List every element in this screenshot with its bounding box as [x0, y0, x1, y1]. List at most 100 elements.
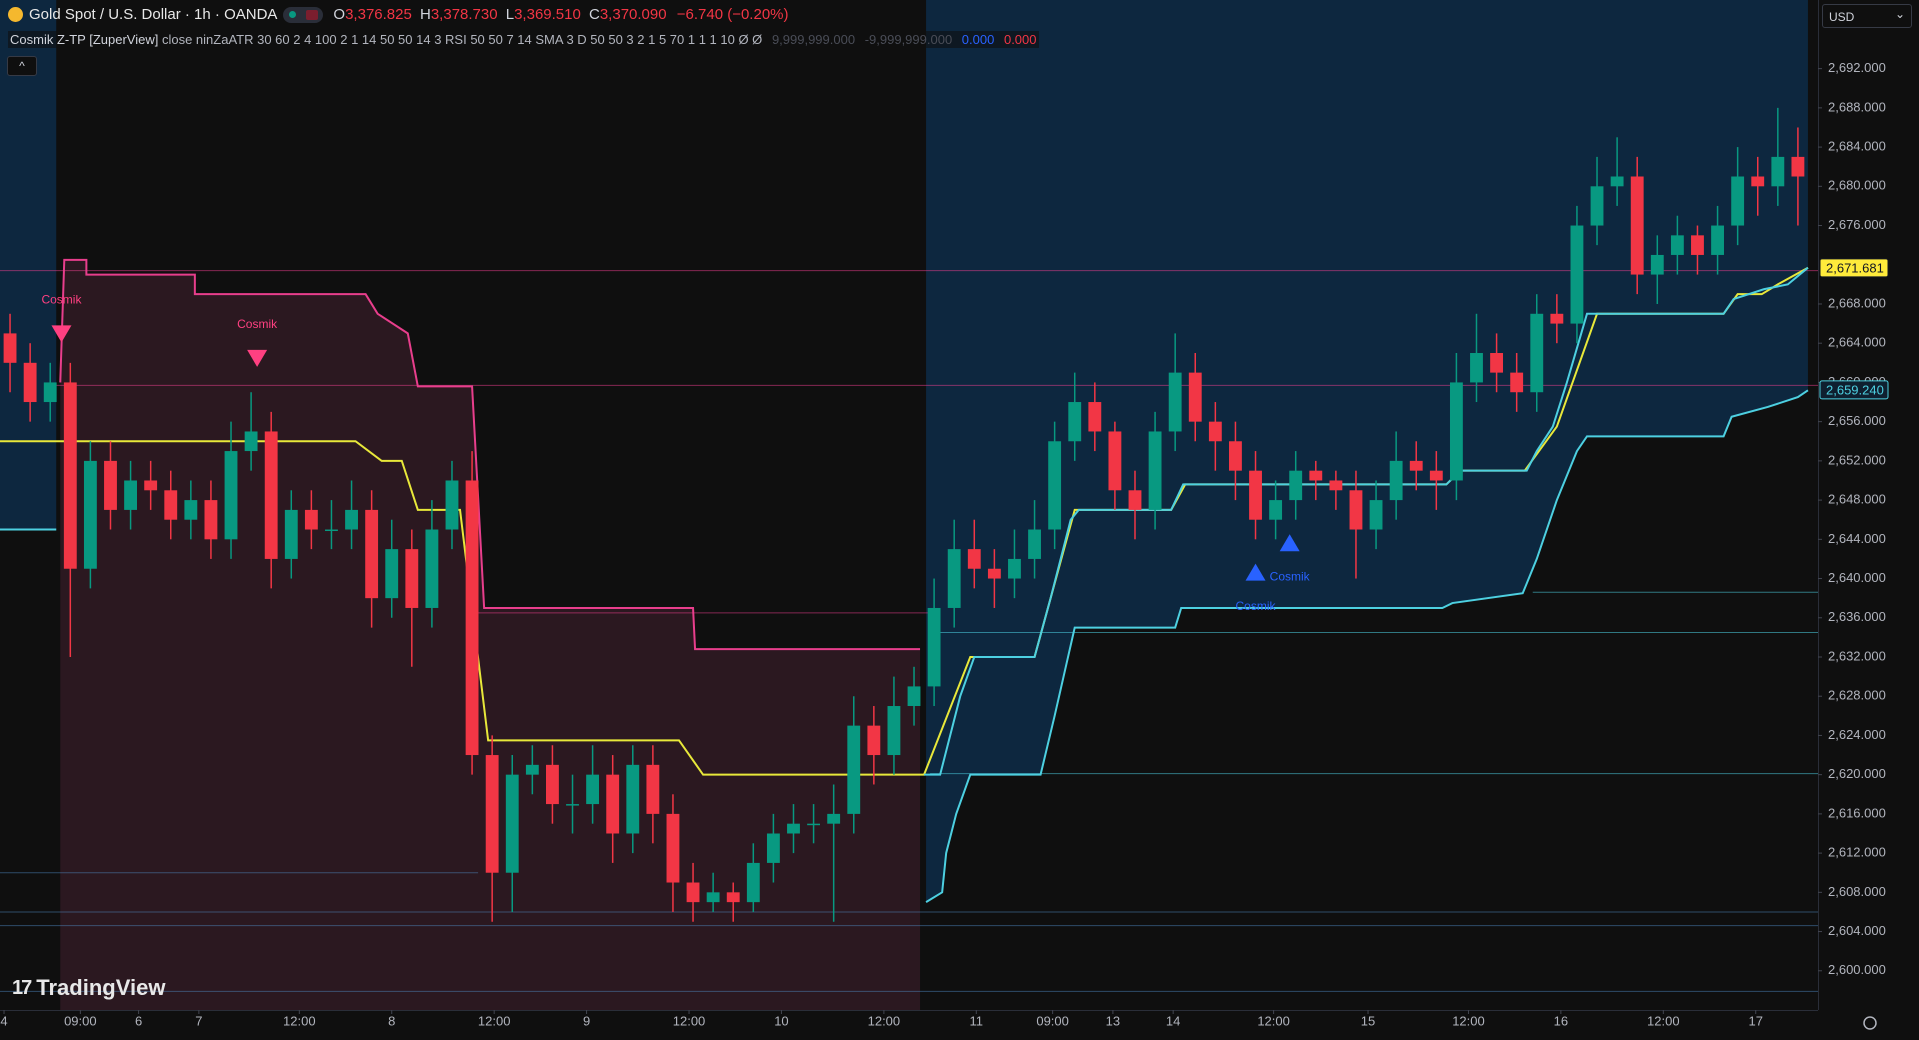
indicator-name: Cosmik Z-TP [ZuperView] [10, 32, 159, 47]
ohlc-value: 3,370.090 [599, 6, 667, 23]
indicator-value: 9,999,999.000 [771, 32, 856, 47]
candle-body [1168, 372, 1182, 432]
ohlc-value: 3,376.825 [345, 6, 412, 23]
candle-body [827, 813, 841, 824]
settings-icon[interactable] [1863, 1016, 1877, 1030]
candle-body [83, 460, 97, 569]
candle-body [867, 725, 881, 756]
signal-marker [1279, 534, 1300, 552]
x-tick-label: 12:00 [1257, 1013, 1290, 1028]
collapse-button[interactable]: ^ [7, 56, 37, 76]
price-tag [1819, 258, 1889, 278]
candle-body [184, 500, 198, 520]
candle-body [987, 568, 1001, 579]
candle-body [284, 509, 298, 559]
symbol-title: Gold Spot / U.S. Dollar · 1h · OANDA [29, 6, 278, 23]
candle-body [1610, 176, 1624, 187]
candle-body [847, 725, 861, 814]
x-tick-label: 09:00 [1036, 1013, 1069, 1028]
candle-body [1429, 470, 1443, 481]
price-tag [1819, 380, 1889, 400]
candle-body [23, 362, 37, 403]
x-tick-label: 15 [1361, 1013, 1375, 1028]
candle-body [465, 480, 479, 756]
status-pill [283, 6, 324, 23]
candle-body [1249, 470, 1262, 520]
currency: USD [1829, 10, 1855, 24]
candle-body [1550, 313, 1564, 324]
y-tick-label: 2,664.000 [1828, 335, 1886, 350]
candle-body [1590, 186, 1604, 226]
x-tick-label: 10 [774, 1013, 788, 1028]
signal-label: Cosmik [237, 317, 278, 331]
candle-body [485, 755, 499, 873]
signal-marker [247, 349, 268, 367]
y-tick-label: 2,628.000 [1828, 688, 1886, 703]
y-tick-label: 2,620.000 [1828, 766, 1886, 781]
candle-body [164, 490, 178, 520]
candle-body [104, 460, 117, 510]
candle-body [1731, 176, 1745, 226]
ohlc-key: O [333, 6, 346, 23]
candle-body [1670, 235, 1684, 255]
candle-body [1510, 372, 1524, 393]
candle-body [1650, 254, 1664, 275]
y-tick-label: 2,636.000 [1828, 609, 1886, 624]
candle-body [1389, 460, 1403, 501]
indicator-legend[interactable]: Cosmik Z-TP [ZuperView] close ninZaATR 3… [8, 31, 1039, 48]
candle-body [947, 549, 961, 608]
candle-body [807, 823, 821, 826]
x-tick-label: 14 [1166, 1013, 1180, 1028]
x-tick-label: 8 [388, 1013, 395, 1028]
ohlc-key: L [505, 6, 515, 23]
candle-body [1791, 156, 1805, 177]
signal-label: Cosmik [1236, 599, 1277, 613]
bear-line [59, 258, 921, 651]
x-tick-label: 12:00 [868, 1013, 901, 1028]
candle-body [525, 764, 539, 775]
indicator-value: 0.000 [961, 32, 995, 47]
candle-body [1329, 480, 1343, 491]
candle-body [1309, 470, 1323, 481]
y-tick-label: 2,648.000 [1828, 492, 1886, 507]
candle-body [907, 686, 921, 707]
candle-body [224, 451, 238, 540]
candle-body [967, 549, 981, 569]
candle-body [63, 382, 77, 569]
candle-body [586, 774, 600, 805]
signal-marker [51, 325, 72, 343]
x-tick-label: 12:00 [1452, 1013, 1485, 1028]
candle-body [1711, 225, 1724, 255]
candle-body [304, 509, 318, 530]
candle-body [1470, 353, 1483, 383]
candle-body [1490, 353, 1504, 373]
header: Gold Spot / U.S. Dollar · 1h · OANDA O3,… [8, 6, 789, 23]
y-tick-label: 2,688.000 [1828, 99, 1886, 114]
signal-marker [1245, 563, 1266, 581]
candle-body [264, 431, 278, 559]
price-axis [1818, 0, 1919, 1040]
logo: 17 TradingView [12, 975, 166, 1000]
candle-body [124, 480, 138, 510]
candle-body [546, 764, 559, 805]
currency-select[interactable]: USD [1822, 2, 1912, 28]
x-tick-label: 16 [1554, 1013, 1568, 1028]
x-tick-label: 12:00 [673, 1013, 706, 1028]
y-tick-label: 2,600.000 [1828, 962, 1886, 977]
candle-body [1229, 441, 1242, 471]
bull-line [0, 389, 1809, 903]
candle-body [1108, 431, 1122, 491]
candle-body [3, 333, 17, 363]
candle-body [606, 774, 620, 834]
x-tick-label: 4 [0, 1013, 7, 1028]
indicator-params: close ninZaATR 30 60 2 4 100 2 1 14 50 5… [161, 32, 763, 47]
candle-body [1691, 235, 1704, 255]
candle-body [1088, 402, 1102, 432]
candle-body [646, 764, 660, 814]
candle-body [1369, 500, 1383, 530]
ohlc: O3,376.825 H3,378.730 L3,369.510 C3,370.… [329, 6, 788, 23]
candle-body [1028, 529, 1041, 559]
candle-body [706, 892, 720, 903]
